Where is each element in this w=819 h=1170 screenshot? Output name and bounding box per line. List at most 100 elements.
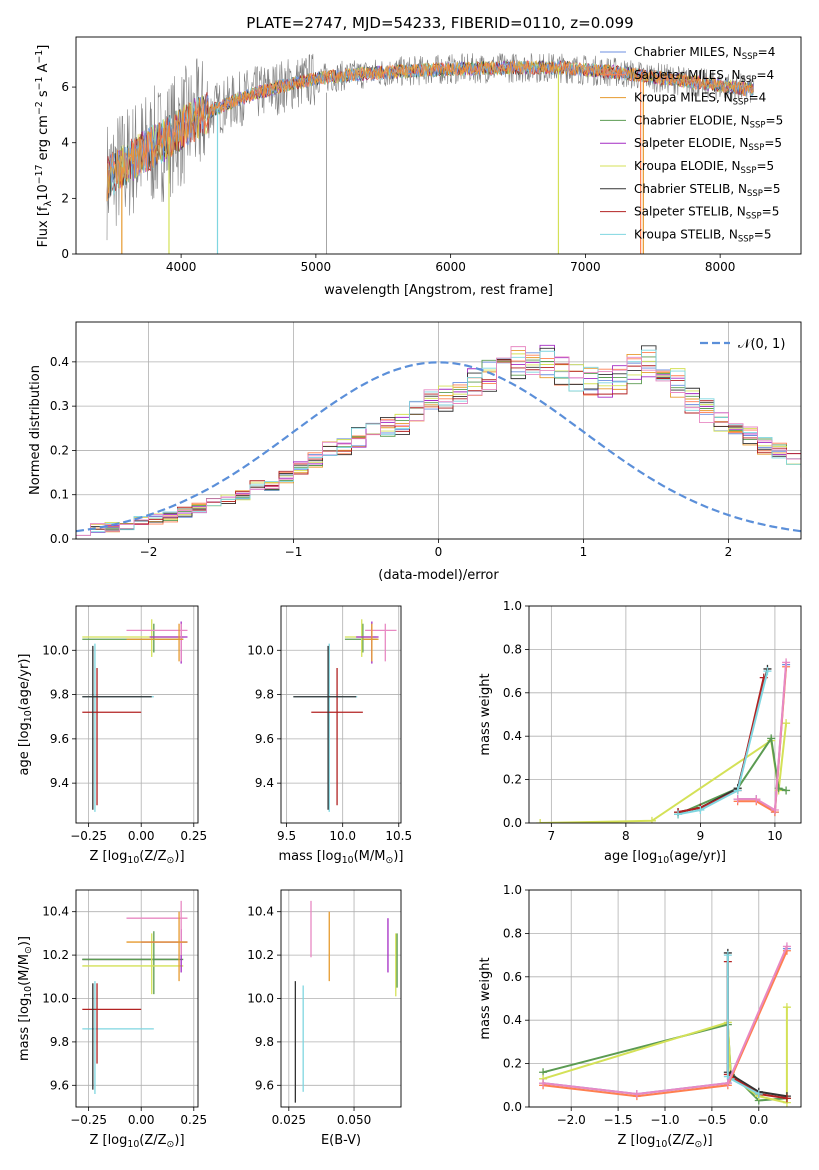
y-tick-label: 9.8 — [255, 688, 274, 702]
x-tick-label: 1 — [580, 545, 588, 559]
x-tick-label: −2 — [140, 545, 158, 559]
y-tick-label: 0.0 — [50, 532, 69, 546]
legend-label: Kroupa MILES, NSSP=4 — [634, 91, 766, 108]
mass-weight-vs-metallicity-panel: −2.0 −1.5 −1.0 −0.5 0.0 0.0 0.2 0.4 0.6 0.8 1.0 Z [… — [478, 883, 802, 1150]
axes-frame — [75, 321, 802, 540]
axes-frame — [528, 889, 802, 1108]
histogram-series — [76, 346, 801, 539]
mass-weight-marker — [536, 819, 545, 823]
mass-weight-marker — [723, 1079, 732, 1088]
y-tick-label: 0.2 — [50, 443, 69, 457]
mass-weight-series — [677, 677, 765, 814]
x-tick-label: 10 — [767, 829, 782, 843]
mass-weight-series — [542, 950, 788, 1098]
x-tick-label: 10.5 — [385, 829, 412, 843]
x-tick-label: 0.25 — [180, 1113, 207, 1127]
plot-area — [76, 344, 801, 539]
mass-weight-marker — [767, 734, 776, 743]
mass-weight-marker — [696, 805, 705, 814]
y-tick-label: 10.4 — [247, 905, 274, 919]
x-tick-label: 7 — [548, 829, 556, 843]
histogram-series — [76, 349, 801, 539]
y-tick-label: 10.0 — [247, 992, 274, 1006]
axes-frame — [75, 36, 802, 255]
legend-label: Kroupa STELIB, NSSP=5 — [634, 227, 772, 244]
y-tick-label: 10.2 — [247, 948, 274, 962]
spectrum-panel: 4000 5000 6000 7000 8000 0 2 4 6 Chabrier MILES, … — [34, 36, 802, 298]
model-spectrum-line — [106, 59, 754, 202]
plot-area — [82, 900, 188, 1094]
plot-area — [82, 619, 188, 812]
y-tick-label: 9.6 — [255, 732, 274, 746]
x-tick-label: −0.5 — [697, 1113, 726, 1127]
mass-weight-marker — [632, 1089, 641, 1098]
legend-label: Chabrier STELIB, NSSP=5 — [634, 182, 781, 199]
x-tick-label: 0.00 — [128, 1113, 155, 1127]
mass-weight-marker — [733, 786, 742, 795]
y-tick-label: 10.4 — [42, 905, 69, 919]
gaussian-curve — [76, 361, 801, 533]
x-tick-label: 4000 — [166, 260, 197, 274]
y-tick-label: 6 — [61, 80, 69, 94]
figure-title: PLATE=2747, MJD=54233, FIBERID=0110, z=0… — [246, 14, 633, 32]
x-axis-label: Z [log10(Z/Z⊙)] — [89, 1133, 184, 1150]
y-tick-label: 9.6 — [255, 1078, 274, 1092]
y-tick-label: 0.8 — [503, 642, 522, 656]
mass-weight-series — [542, 946, 788, 1096]
legend-label: Salpeter ELODIE, NSSP=5 — [634, 136, 782, 153]
plot-area — [536, 658, 791, 823]
y-axis-label: mass weight — [478, 957, 493, 1039]
x-tick-label: 0 — [435, 545, 443, 559]
x-tick-label: −1 — [285, 545, 303, 559]
x-tick-label: −0.25 — [70, 829, 107, 843]
y-tick-label: 9.8 — [50, 688, 69, 702]
mass-weight-marker — [752, 795, 761, 804]
y-tick-label: 10.0 — [247, 643, 274, 657]
plot-area — [106, 53, 755, 254]
x-axis-label: wavelength [Angstrom, rest frame] — [324, 283, 553, 298]
y-tick-label: 0.0 — [503, 816, 522, 830]
plot-area — [539, 942, 791, 1107]
y-tick-label: 9.6 — [50, 732, 69, 746]
y-tick-label: 1.0 — [503, 599, 522, 613]
y-tick-label: 0.8 — [503, 926, 522, 940]
legend-label: Chabrier ELODIE, NSSP=5 — [634, 113, 783, 130]
mass-weight-marker — [733, 795, 742, 804]
y-axis-label: Normed distribution — [28, 365, 43, 495]
x-tick-label: 0.025 — [272, 1113, 306, 1127]
y-tick-label: 10.0 — [42, 643, 69, 657]
y-tick-label: 9.4 — [255, 776, 274, 790]
y-axis-label: Flux [fλ10−17 erg cm−2 s−1 A−1] — [34, 45, 54, 248]
y-tick-label: 0.6 — [503, 686, 522, 700]
y-tick-label: 1.0 — [503, 883, 522, 897]
x-axis-label: E(B-V) — [321, 1133, 361, 1148]
y-axis-label: mass [log10(M/M⊙)] — [17, 936, 34, 1061]
plot-area — [294, 900, 398, 1103]
y-tick-label: 10.0 — [42, 992, 69, 1006]
legend-label: Chabrier MILES, NSSP=4 — [634, 45, 775, 62]
model-spectrum-line — [106, 60, 754, 202]
axes-frame — [75, 889, 199, 1108]
axes-frame — [280, 605, 402, 824]
x-tick-label: 8000 — [705, 260, 736, 274]
x-axis-label: (data-model)/error — [378, 568, 499, 583]
x-tick-label: 8 — [622, 829, 630, 843]
x-tick-label: 9.5 — [277, 829, 296, 843]
x-tick-label: 7000 — [570, 260, 601, 274]
legend-label: Salpeter STELIB, NSSP=5 — [634, 205, 779, 222]
y-tick-label: 9.8 — [255, 1035, 274, 1049]
mass-weight-vs-age-panel: 7 8 9 10 0.0 0.2 0.4 0.6 0.8 1.0 age [log10(age/yr… — [478, 599, 802, 866]
x-tick-label: 0.00 — [128, 829, 155, 843]
age-vs-mass-panel: 9.5 10.0 10.5 9.4 9.6 9.8 10.0 mass [log10(M/M⊙… — [247, 605, 412, 866]
histogram-series — [76, 356, 801, 539]
x-axis-label: Z [log10(Z/Z⊙)] — [617, 1133, 712, 1150]
mass-weight-series — [677, 670, 769, 816]
y-tick-label: 9.4 — [50, 776, 69, 790]
y-tick-label: 0.6 — [503, 970, 522, 984]
x-tick-label: 5000 — [301, 260, 332, 274]
x-tick-label: 0.0 — [749, 1113, 768, 1127]
x-axis-label: age [log10(age/yr)] — [604, 849, 726, 866]
mass-weight-series — [677, 668, 769, 814]
legend-label: Kroupa ELODIE, NSSP=5 — [634, 159, 774, 176]
